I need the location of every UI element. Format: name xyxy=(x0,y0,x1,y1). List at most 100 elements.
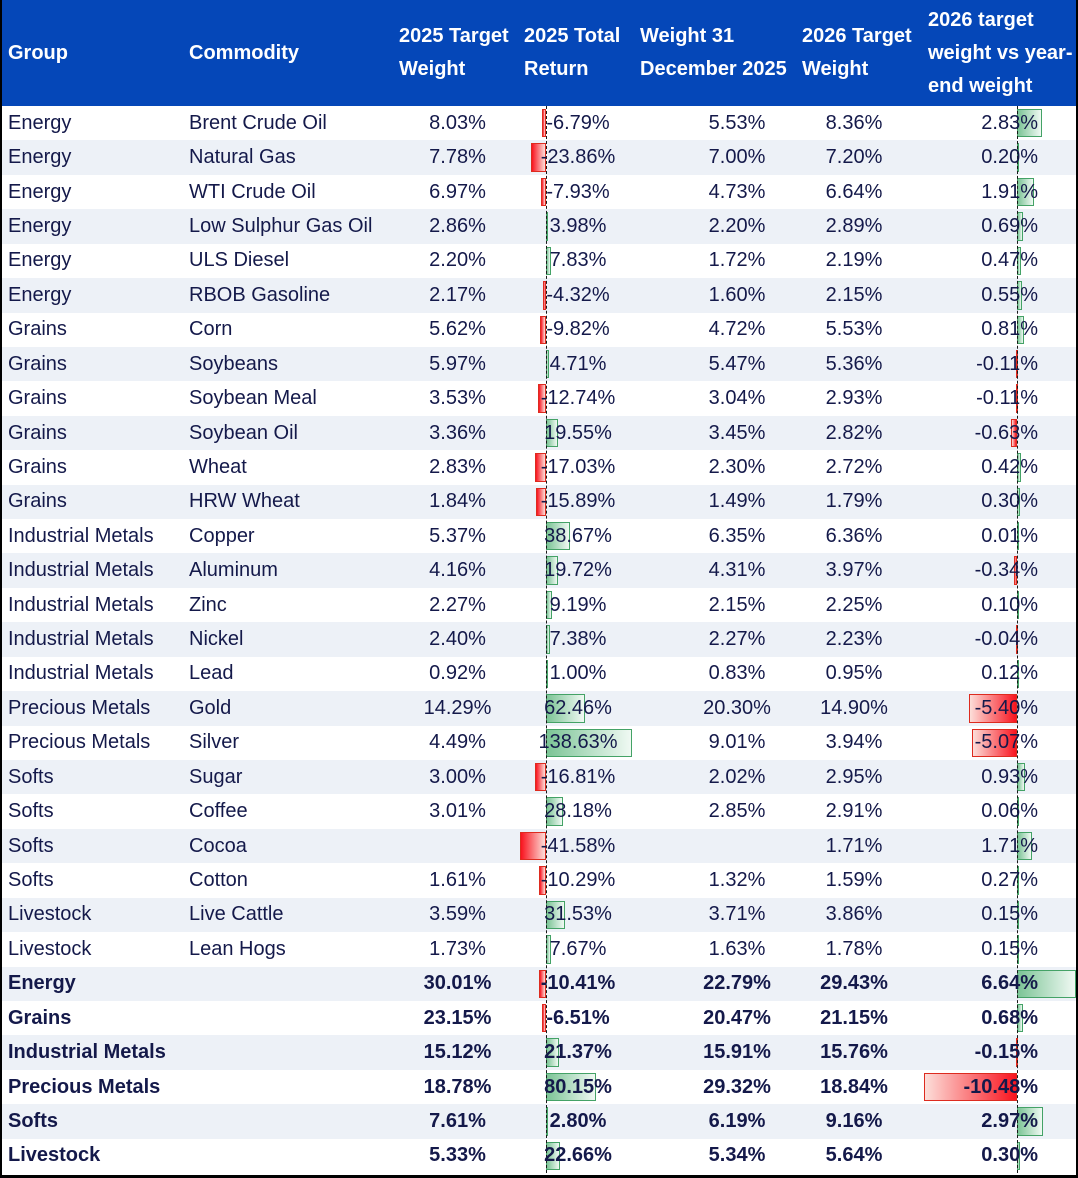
group-text: Precious Metals xyxy=(8,1075,161,1098)
target-2025-cell: 0.92% xyxy=(395,657,520,691)
return-2025-cell: -15.89% xyxy=(520,485,636,519)
return-2025-text: 7.38% xyxy=(549,628,607,651)
return-2025-cell: 80.15% xyxy=(520,1070,636,1104)
group-cell: Industrial Metals xyxy=(2,622,185,656)
target-2026-cell: 15.76% xyxy=(798,1035,924,1069)
group-cell: Industrial Metals xyxy=(2,588,185,622)
return-2025-cell: 31.53% xyxy=(520,898,636,932)
table-row: Precious Metals 18.78% 80.15% 29.32% 18.… xyxy=(2,1069,1076,1105)
column-header-label: Commodity xyxy=(189,41,299,64)
target-2026-cell: 2.15% xyxy=(798,278,924,312)
target-2026-cell: 2.82% xyxy=(798,416,924,450)
target-2025-cell: 5.62% xyxy=(395,313,520,347)
return-2025-cell: 9.19% xyxy=(520,588,636,622)
commodity-text: Nickel xyxy=(189,628,244,651)
return-2025-text: 4.71% xyxy=(549,352,607,375)
target-2026-text: 5.64% xyxy=(825,1144,883,1167)
target-2026-text: 2.25% xyxy=(825,593,883,616)
commodity-cell: Corn xyxy=(185,313,395,347)
commodity-text: Lean Hogs xyxy=(189,937,286,960)
commodity-cell: Lead xyxy=(185,657,395,691)
target-2026-text: 2.89% xyxy=(825,214,883,237)
return-2025-text: -7.93% xyxy=(546,180,610,203)
weight-dec-2025-cell: 2.27% xyxy=(636,622,798,656)
target-2026-text: 2.23% xyxy=(825,628,883,651)
group-cell: Grains xyxy=(2,1001,185,1035)
table-row: Precious Metals Silver 4.49% 138.63% 9.0… xyxy=(2,725,1076,761)
target-2025-text: 23.15% xyxy=(423,1006,492,1029)
return-2025-cell: 22.66% xyxy=(520,1139,636,1173)
column-header-label: 2026 Target Weight xyxy=(802,25,912,80)
weight-dec-2025-text: 5.34% xyxy=(708,1144,766,1167)
group-cell: Softs xyxy=(2,829,185,863)
weight-dec-2025-cell: 5.53% xyxy=(636,106,798,140)
diff-text: 0.27% xyxy=(981,868,1038,891)
diff-cell: 6.64% xyxy=(924,967,1076,1001)
target-2025-cell: 3.00% xyxy=(395,760,520,794)
target-2025-text: 2.20% xyxy=(429,249,486,272)
weight-dec-2025-text: 6.35% xyxy=(708,524,766,547)
table-row: Energy Brent Crude Oil 8.03% -6.79% 5.53… xyxy=(2,106,1076,141)
group-cell: Industrial Metals xyxy=(2,553,185,587)
target-2025-cell: 1.61% xyxy=(395,863,520,897)
weight-dec-2025-cell: 2.30% xyxy=(636,450,798,484)
target-2025-cell: 2.40% xyxy=(395,622,520,656)
group-text: Softs xyxy=(8,1109,58,1132)
column-header-2026-target-weight: 2026 Target Weight xyxy=(798,0,924,106)
return-2025-text: 138.63% xyxy=(538,731,618,754)
weight-dec-2025-text: 1.63% xyxy=(708,937,766,960)
commodity-cell: Coffee xyxy=(185,794,395,828)
group-text: Livestock xyxy=(8,937,92,960)
target-2026-text: 15.76% xyxy=(820,1041,888,1064)
weight-dec-2025-cell: 4.31% xyxy=(636,553,798,587)
group-cell: Energy xyxy=(2,209,185,243)
diff-cell: 0.15% xyxy=(924,898,1076,932)
commodity-text: Sugar xyxy=(189,765,243,788)
weight-dec-2025-cell: 2.20% xyxy=(636,209,798,243)
diff-cell: -0.63% xyxy=(924,416,1076,450)
weight-dec-2025-text: 0.83% xyxy=(708,662,766,685)
group-text: Energy xyxy=(8,249,72,272)
target-2025-text: 14.29% xyxy=(423,696,492,719)
return-2025-text: -10.41% xyxy=(540,972,616,995)
commodity-cell: Aluminum xyxy=(185,553,395,587)
return-2025-text: 62.46% xyxy=(544,696,612,719)
weight-dec-2025-cell: 15.91% xyxy=(636,1035,798,1069)
target-2025-cell: 1.84% xyxy=(395,485,520,519)
return-2025-text: -4.32% xyxy=(546,283,610,306)
diff-cell: -0.11% xyxy=(924,347,1076,381)
commodity-text: Aluminum xyxy=(189,559,278,582)
target-2026-cell: 5.64% xyxy=(798,1139,924,1173)
weight-dec-2025-cell: 0.83% xyxy=(636,657,798,691)
group-cell: Livestock xyxy=(2,932,185,966)
weight-dec-2025-cell: 6.35% xyxy=(636,519,798,553)
diff-cell: 0.15% xyxy=(924,932,1076,966)
diff-text: -0.11% xyxy=(976,352,1038,375)
group-cell: Softs xyxy=(2,863,185,897)
diff-text: 0.15% xyxy=(981,903,1038,926)
group-text: Industrial Metals xyxy=(8,1041,166,1064)
weight-dec-2025-text: 6.19% xyxy=(708,1109,766,1132)
table-row: Livestock Live Cattle 3.59% 31.53% 3.71%… xyxy=(2,897,1076,933)
group-text: Grains xyxy=(8,1006,72,1029)
diff-cell: 0.12% xyxy=(924,657,1076,691)
target-2026-text: 29.43% xyxy=(820,972,888,995)
commodity-cell xyxy=(185,1139,395,1173)
target-2025-cell: 23.15% xyxy=(395,1001,520,1035)
group-text: Softs xyxy=(8,834,54,857)
table-header-row: Group Commodity 2025 Target Weight 2025 … xyxy=(2,0,1076,106)
weight-dec-2025-text: 20.30% xyxy=(703,696,771,719)
return-2025-text: 31.53% xyxy=(544,903,612,926)
target-2025-cell: 3.36% xyxy=(395,416,520,450)
weight-dec-2025-cell: 2.15% xyxy=(636,588,798,622)
target-2025-cell: 6.97% xyxy=(395,175,520,209)
target-2026-cell: 5.36% xyxy=(798,347,924,381)
target-2026-text: 21.15% xyxy=(820,1006,888,1029)
return-databar xyxy=(545,694,585,723)
commodity-text: Low Sulphur Gas Oil xyxy=(189,214,373,237)
table-row: Grains HRW Wheat 1.84% -15.89% 1.49% 1.7… xyxy=(2,484,1076,520)
target-2026-cell: 2.72% xyxy=(798,450,924,484)
target-2025-text: 3.01% xyxy=(429,800,486,823)
table-row: Grains Soybean Meal 3.53% -12.74% 3.04% … xyxy=(2,381,1076,416)
target-2025-cell: 2.27% xyxy=(395,588,520,622)
